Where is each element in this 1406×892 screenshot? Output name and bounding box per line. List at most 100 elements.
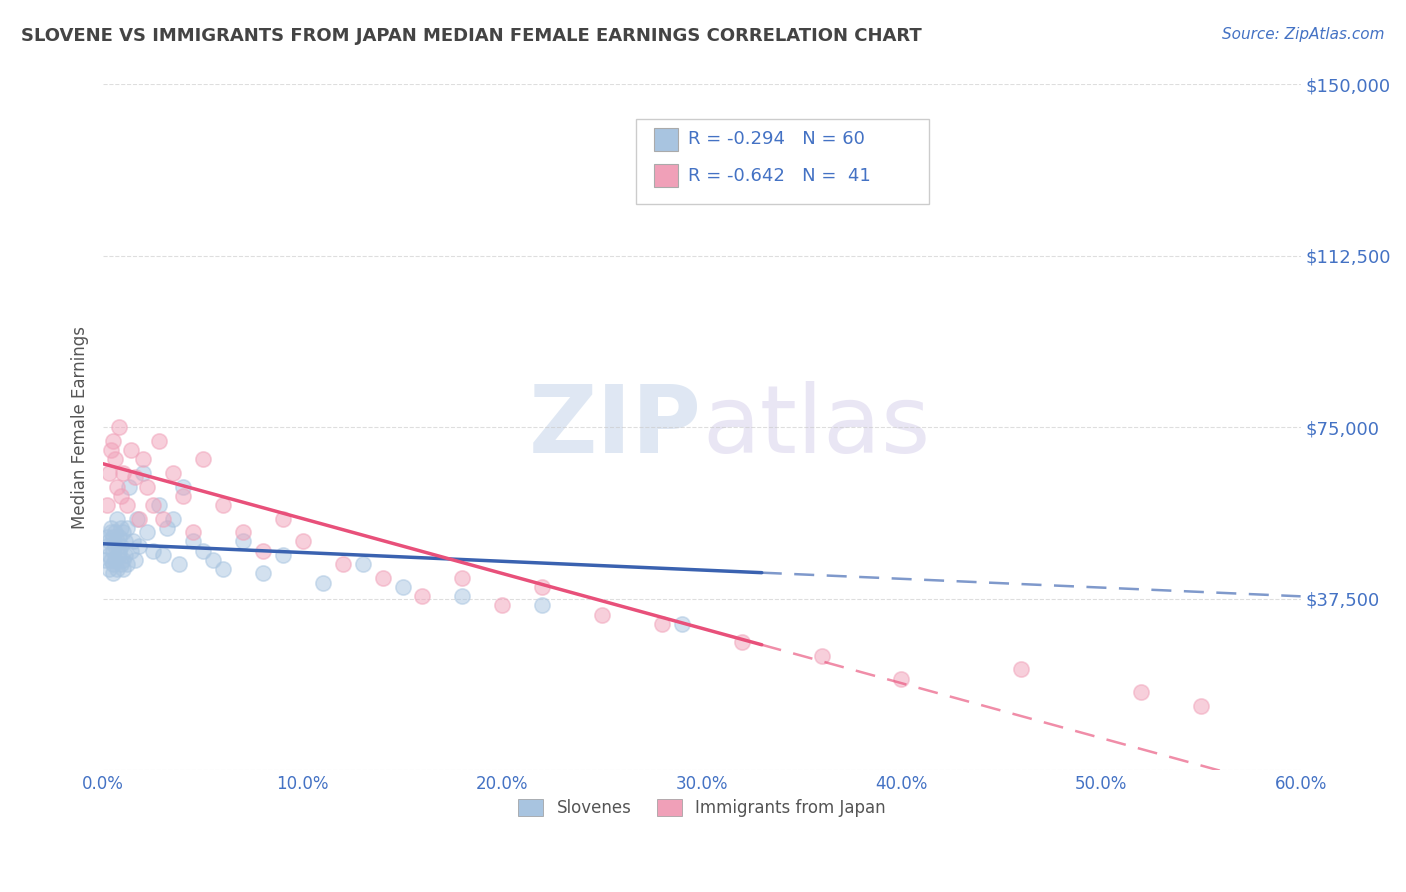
Point [128,511,150,525]
Point [101,434,124,448]
Point [890,672,912,686]
Point [148,434,170,448]
Point [98,534,121,549]
Point [112,562,135,576]
Point [191,452,214,467]
Point [411,590,433,604]
Point [391,580,413,594]
Point [108,548,131,562]
Point [100,553,122,567]
Point [332,558,354,572]
Text: R = -0.642   N =  41: R = -0.642 N = 41 [688,167,870,185]
Point [112,466,135,480]
Point [94,553,117,567]
Y-axis label: Median Female Earnings: Median Female Earnings [72,326,89,529]
Point [110,521,132,535]
Point [110,539,132,553]
FancyBboxPatch shape [636,119,929,204]
Point [104,539,127,553]
Point [162,511,184,525]
Point [118,480,141,494]
Point [491,599,513,613]
Point [96,530,118,544]
Point [110,489,132,503]
Point [252,566,274,581]
Point [201,553,224,567]
Point [98,466,121,480]
Point [232,525,254,540]
Point [152,548,174,562]
Point [181,534,204,549]
Point [115,558,138,572]
Point [108,543,131,558]
Point [1010,663,1032,677]
Point [120,443,142,458]
Point [212,562,235,576]
Point [451,590,474,604]
Point [371,571,394,585]
Point [112,553,135,567]
Point [132,452,155,467]
Point [1130,685,1153,699]
Point [112,525,135,540]
Point [104,525,127,540]
Point [181,525,204,540]
Point [114,548,136,562]
Point [104,553,127,567]
Point [100,443,122,458]
Point [108,420,131,434]
Point [105,480,128,494]
Point [172,489,194,503]
Point [128,539,150,553]
Point [104,452,127,467]
Point [136,525,159,540]
Text: ZIP: ZIP [529,381,702,474]
Point [122,534,145,549]
Point [142,543,165,558]
Point [1189,698,1212,713]
Point [108,530,131,544]
Point [591,607,613,622]
Point [291,534,314,549]
Point [110,558,132,572]
Point [531,580,554,594]
Point [115,521,138,535]
Point [152,511,174,525]
Point [271,548,294,562]
Point [98,548,121,562]
Point [232,534,254,549]
Point [101,558,124,572]
Point [105,534,128,549]
Point [124,553,146,567]
Point [100,521,122,535]
Point [271,511,294,525]
Point [191,543,214,558]
Point [651,616,673,631]
Text: Source: ZipAtlas.com: Source: ZipAtlas.com [1222,27,1385,42]
Point [136,480,159,494]
FancyBboxPatch shape [654,164,678,187]
Point [105,562,128,576]
Point [212,498,235,512]
Point [252,543,274,558]
Point [731,635,754,649]
Point [311,575,333,590]
Point [156,521,179,535]
FancyBboxPatch shape [654,128,678,151]
Point [167,558,190,572]
Point [810,648,832,663]
Point [101,566,124,581]
Text: R = -0.294   N = 60: R = -0.294 N = 60 [688,130,865,148]
Point [114,534,136,549]
Point [148,498,170,512]
Point [451,571,474,585]
Point [352,558,374,572]
Point [100,525,122,540]
Point [142,498,165,512]
Legend: Slovenes, Immigrants from Japan: Slovenes, Immigrants from Japan [512,792,893,823]
Point [115,498,138,512]
Point [101,530,124,544]
Point [120,543,142,558]
Point [671,616,693,631]
Point [96,498,118,512]
